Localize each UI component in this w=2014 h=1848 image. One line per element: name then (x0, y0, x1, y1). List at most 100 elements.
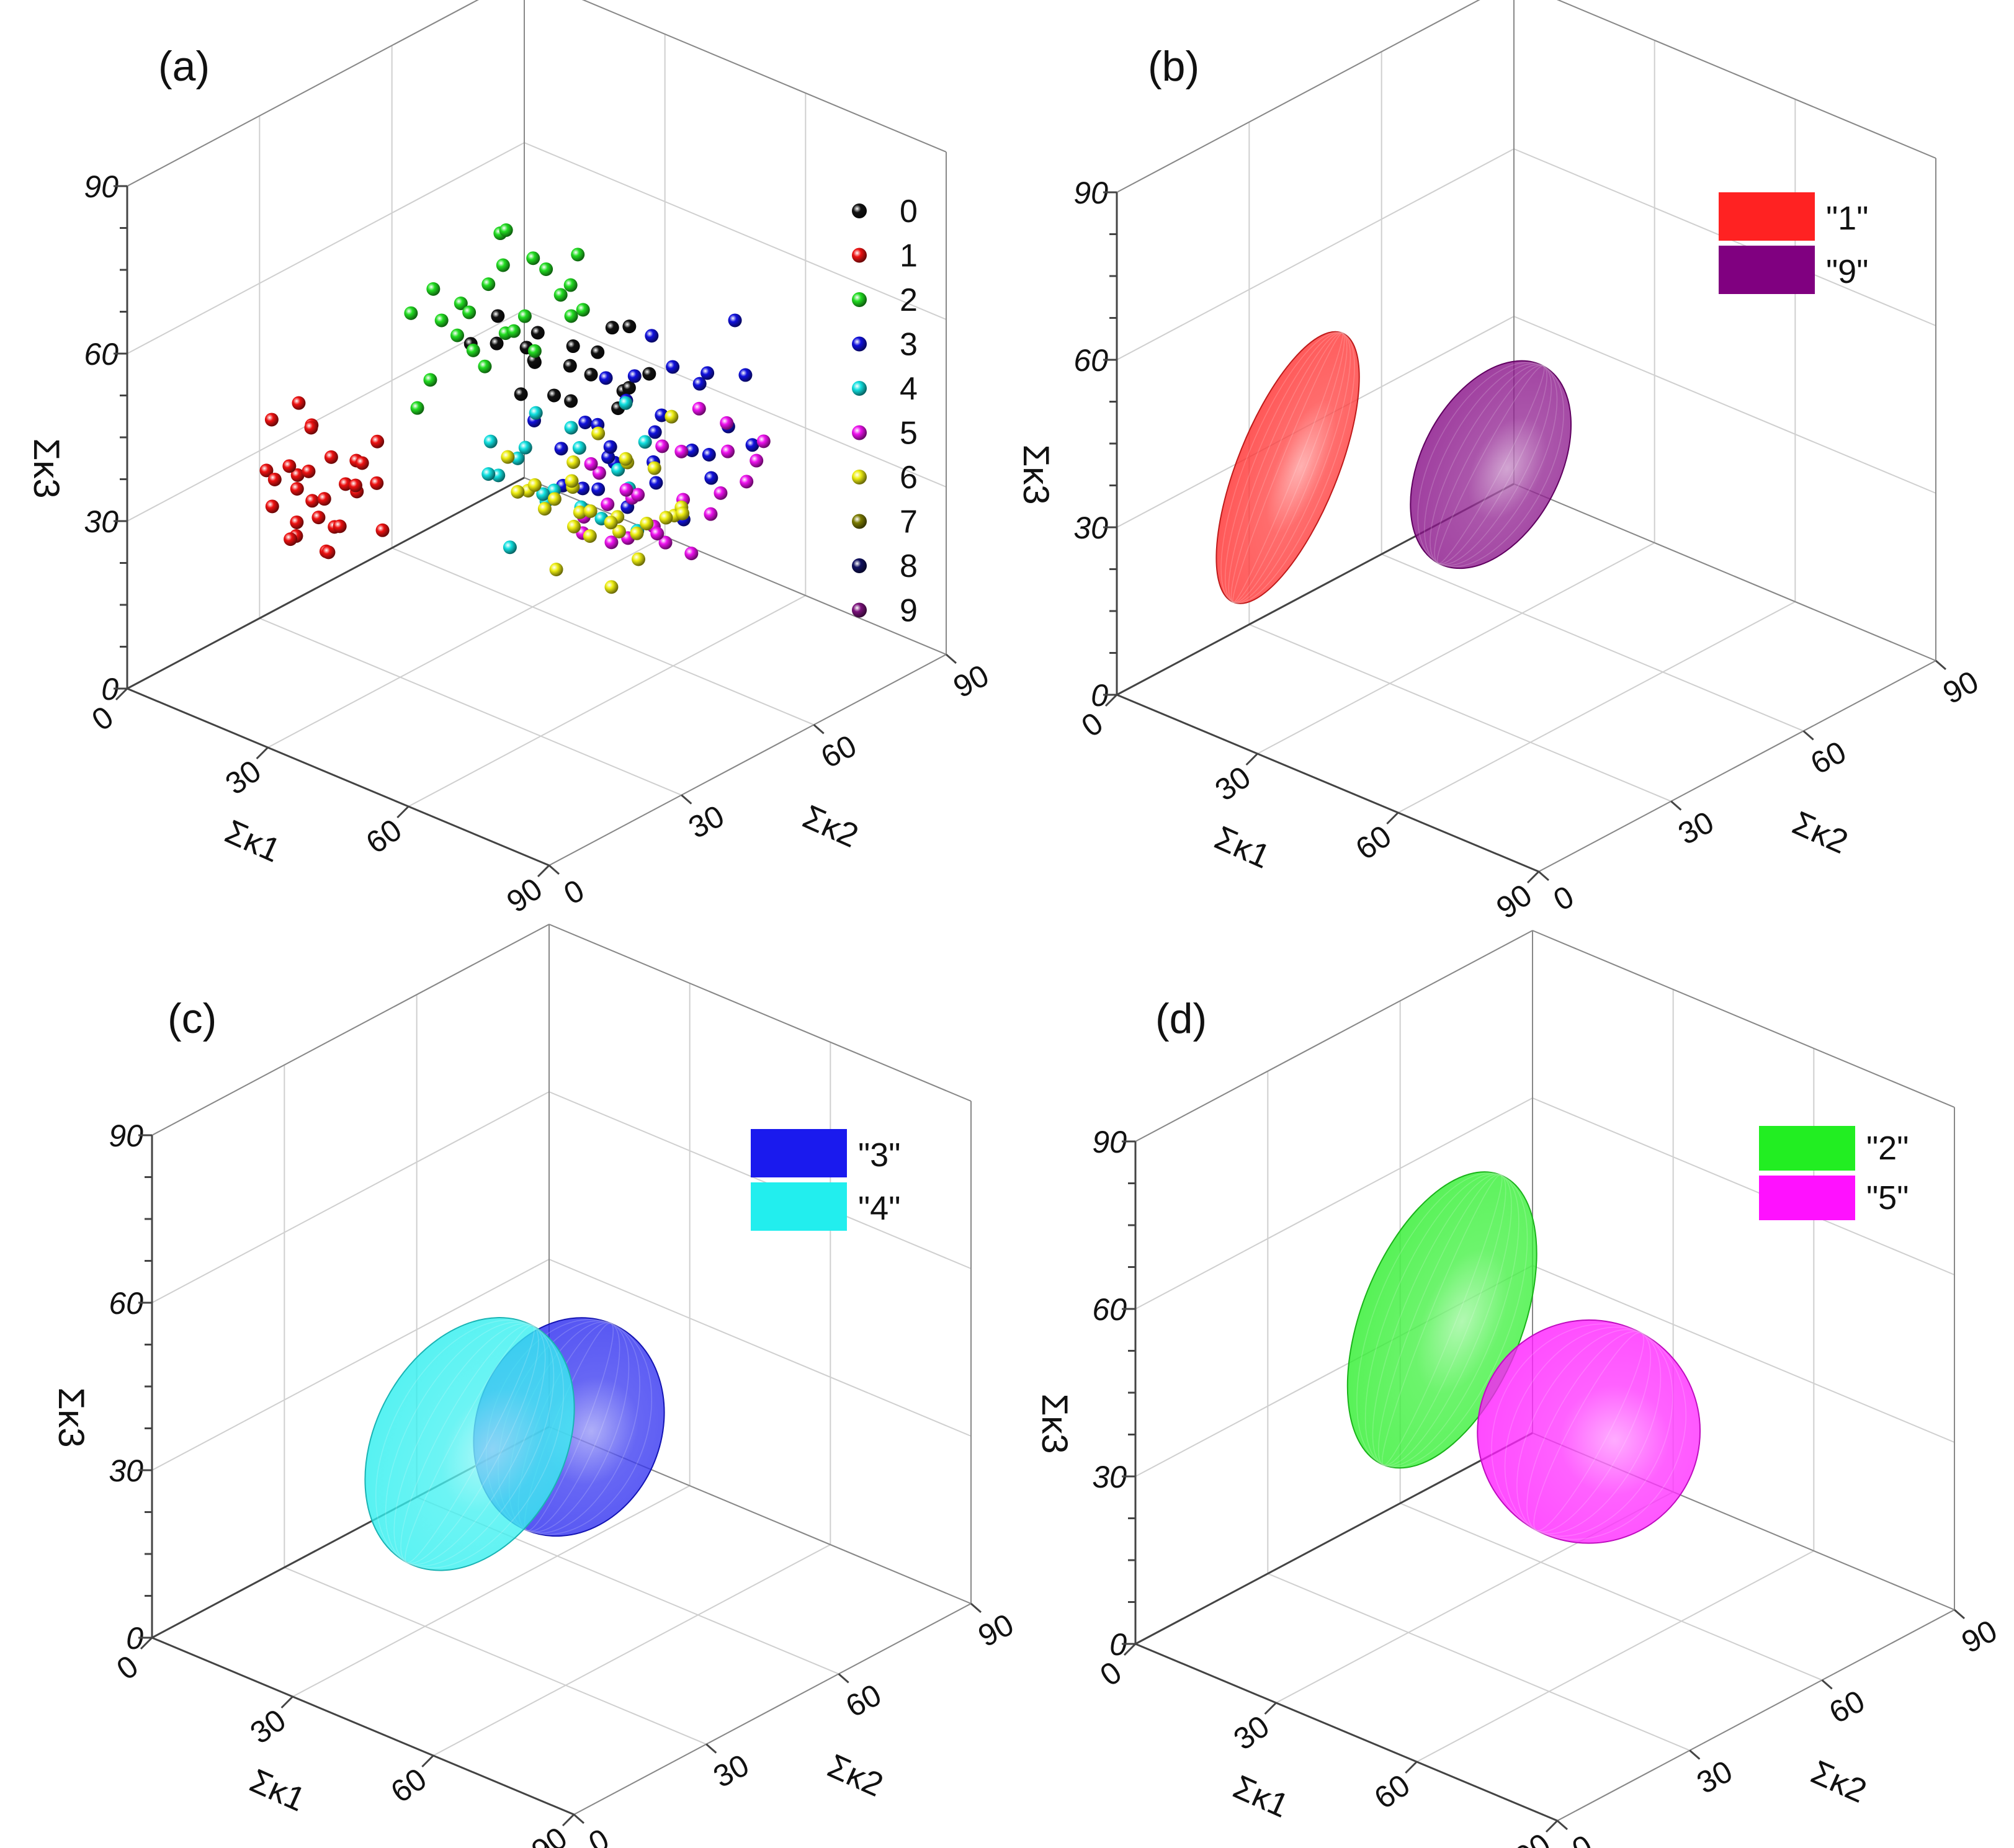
box-edge (1557, 1609, 1955, 1821)
data-point-series-6 (659, 511, 673, 525)
ellipsoid-mesh (1436, 365, 1545, 564)
data-point-series-0 (622, 319, 637, 334)
data-point-series-2 (571, 248, 585, 262)
y-tick (1821, 1679, 1833, 1690)
floor-gridline (1257, 542, 1655, 754)
data-point-series-6 (583, 504, 597, 518)
data-point-series-6 (567, 519, 581, 533)
data-point-series-1 (292, 396, 306, 410)
ellipsoid-series-1 (1215, 331, 1360, 604)
data-point-series-4 (518, 440, 532, 455)
ellipsoid-mesh (1533, 1332, 1644, 1532)
wall-gridline (548, 1091, 972, 1269)
wall-gridline (151, 1091, 550, 1303)
data-point-series-1 (333, 519, 347, 533)
floor-gridline (267, 536, 666, 748)
legend-label: 0 (900, 194, 918, 230)
ellipsoid-mesh (1504, 1326, 1673, 1537)
data-point-series-1 (282, 459, 297, 473)
y-tick-label: 0 (1548, 879, 1580, 918)
data-point-series-2 (564, 309, 578, 323)
data-point-series-0 (591, 345, 605, 359)
z-axis-label: Σκ3 (51, 1387, 91, 1447)
x-tick (115, 687, 128, 701)
legend-marker (852, 336, 867, 352)
y-tick-label: 0 (583, 1822, 615, 1848)
y-tick (1954, 1609, 1965, 1620)
y-tick-label: 60 (815, 728, 862, 775)
legend-swatch (1719, 192, 1815, 241)
y-tick (813, 724, 825, 734)
y-tick (970, 1602, 982, 1614)
box-edge (151, 924, 550, 1136)
wall-gridline (127, 310, 525, 522)
ellipsoid-mesh (1434, 365, 1548, 565)
box-edge (127, 0, 479, 187)
z-tick-label: 90 (109, 1118, 143, 1153)
data-point-series-5 (740, 475, 754, 489)
y-axis-label: Σκ2 (822, 1747, 888, 1804)
wall-gridline (151, 1259, 550, 1471)
ellipsoid-mesh (375, 1319, 565, 1569)
data-point-series-0 (514, 387, 528, 401)
y-tick-label: 90 (1956, 1613, 2002, 1660)
data-point-series-6 (604, 516, 618, 530)
data-point-series-5 (704, 507, 718, 521)
floor-gridline (432, 1544, 831, 1756)
data-point-series-4 (481, 467, 496, 481)
floor-gridline (292, 1485, 691, 1697)
data-point-series-6 (511, 484, 525, 499)
data-point-series-6 (591, 426, 606, 440)
z-tick-label: 60 (1073, 343, 1108, 378)
y-tick (548, 864, 560, 875)
floor-gridline (1267, 1573, 1690, 1751)
x-tick-label: 90 (525, 1820, 573, 1848)
data-point-series-1 (304, 421, 318, 435)
data-point-series-2 (499, 223, 513, 237)
wall-gridline (1116, 0, 1480, 193)
y-tick-label: 90 (1937, 664, 1984, 711)
data-point-series-2 (576, 303, 590, 317)
data-point-series-3 (666, 360, 680, 374)
z-tick-label: 30 (109, 1453, 143, 1488)
data-point-series-0 (605, 321, 619, 335)
wall-gridline (581, 0, 947, 153)
data-point-series-5 (631, 488, 645, 502)
wall-gridline (548, 1259, 972, 1437)
x-tick (1405, 1761, 1418, 1774)
ellipsoid-mesh (1228, 332, 1348, 604)
box-edge (1135, 930, 1533, 1142)
z-tick-label: 30 (1073, 511, 1108, 545)
ellipsoid-series-9 (1410, 360, 1572, 569)
x-tick (1264, 1702, 1277, 1715)
x-tick-label: 60 (385, 1761, 433, 1810)
data-point-series-4 (572, 441, 586, 455)
data-point-series-1 (264, 413, 279, 427)
ellipsoid-mesh (1364, 1173, 1519, 1467)
x-tick (1545, 1819, 1559, 1833)
data-point-series-1 (370, 434, 385, 449)
data-point-series-6 (604, 580, 619, 594)
data-point-series-4 (619, 396, 633, 410)
ellipsoid-mesh (1526, 1331, 1652, 1532)
ellipsoid-mesh (405, 1324, 535, 1563)
x-tick (537, 864, 550, 878)
data-point-series-3 (601, 450, 615, 464)
x-axis-label: Σκ1 (1228, 1768, 1294, 1825)
y-tick (946, 653, 957, 664)
z-tick-label: 60 (1092, 1292, 1127, 1327)
data-point-series-6 (640, 517, 654, 530)
data-point-series-1 (375, 523, 390, 537)
floor-gridline (284, 1566, 707, 1745)
data-point-series-2 (563, 278, 578, 292)
legend-label: "1" (1826, 200, 1868, 237)
z-axis-label: Σκ3 (26, 438, 66, 498)
legend-marker (852, 248, 867, 263)
x-tick-label: 90 (1490, 877, 1538, 926)
legend-label: 7 (900, 504, 918, 540)
legend-label: 2 (900, 282, 918, 318)
ellipsoid-series-5 (1477, 1319, 1701, 1544)
z-tick-label: 90 (1092, 1125, 1127, 1159)
